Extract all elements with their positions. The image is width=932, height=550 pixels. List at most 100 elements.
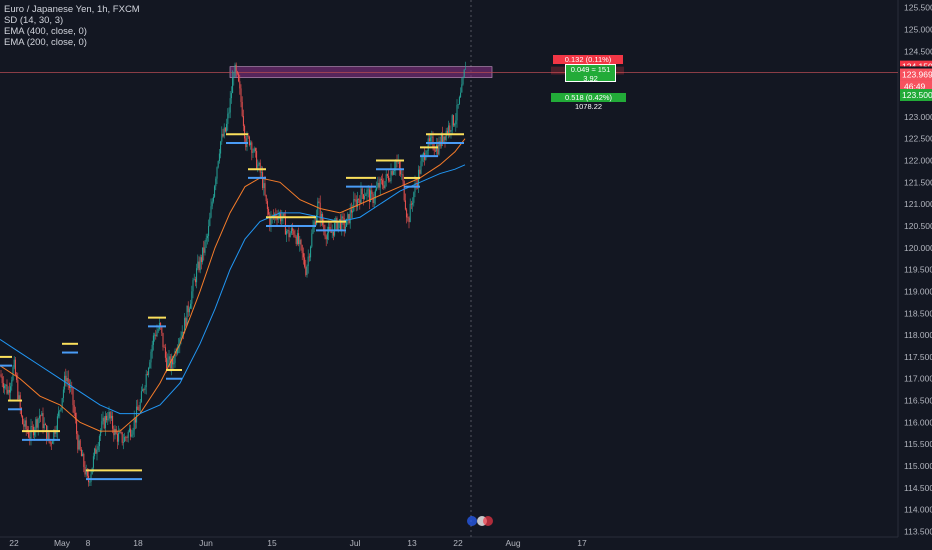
y-tick-label: 119.500 — [904, 265, 932, 275]
candle-body — [444, 136, 446, 140]
candle-body — [19, 395, 21, 409]
candle-body — [143, 389, 145, 391]
candle-body — [132, 430, 134, 435]
candle-body — [352, 211, 354, 213]
candle-body — [46, 425, 48, 441]
candle-body — [202, 247, 204, 263]
candle-body — [406, 209, 408, 218]
candle-body — [412, 202, 414, 205]
candle-body — [214, 186, 216, 197]
candle-body — [376, 187, 378, 191]
candle-body — [452, 115, 454, 126]
candle-body — [289, 233, 291, 238]
candle-body — [294, 234, 296, 237]
candle-body — [266, 201, 268, 210]
candle-body — [448, 125, 450, 134]
candle-body — [36, 419, 38, 428]
indicator-sd[interactable]: SD (14, 30, 3) — [4, 15, 64, 26]
candle-body — [97, 446, 99, 450]
target-label[interactable]: 0.132 (0.11%) 980.07 — [553, 55, 623, 73]
candle-body — [154, 334, 156, 336]
candle-body — [197, 261, 199, 269]
candle-body — [43, 424, 45, 429]
candle-body — [464, 68, 466, 70]
position-center-label[interactable]: 0.049 ≈ 151 3.92 — [565, 64, 616, 83]
candle-body — [104, 415, 106, 429]
candle-body — [416, 183, 418, 187]
entry-price-tag: 123.969 — [902, 70, 932, 80]
candle-body — [354, 199, 356, 200]
candle-body — [206, 235, 208, 239]
candle-body — [218, 153, 220, 162]
candle-body — [382, 180, 384, 186]
candle-body — [163, 347, 165, 348]
candle-body — [286, 231, 288, 235]
candle-body — [146, 373, 148, 375]
event-icon — [483, 516, 493, 526]
y-tick-label: 115.500 — [904, 439, 932, 449]
candle-body — [330, 229, 332, 233]
candle-body — [329, 227, 331, 230]
candle-body — [373, 198, 375, 204]
candle-body — [0, 374, 2, 377]
candle-body — [134, 418, 136, 423]
candle-body — [426, 150, 428, 156]
indicator-ema200[interactable]: EMA (200, close, 0) — [4, 37, 87, 48]
candle-body — [80, 449, 82, 457]
candle-body — [23, 424, 25, 427]
candle-body — [292, 228, 294, 231]
candle-body — [14, 359, 16, 375]
stop-label[interactable]: 0.518 (0.42%) 1078.22 — [551, 93, 626, 111]
candle-body — [226, 123, 228, 132]
x-tick-label: Jul — [350, 538, 361, 548]
candle-body — [73, 405, 75, 413]
candle-body — [120, 431, 122, 433]
candle-body — [204, 241, 206, 253]
candle-body — [228, 112, 230, 114]
candle-body — [252, 151, 254, 153]
candle-body — [367, 189, 369, 191]
candle-body — [403, 181, 405, 201]
candle-body — [410, 203, 412, 205]
candle-body — [296, 233, 298, 244]
candle-body — [233, 76, 235, 78]
candle-body — [347, 214, 349, 219]
candle-body — [149, 362, 151, 369]
candle-body — [70, 386, 72, 389]
symbol-title[interactable]: Euro / Japanese Yen, 1h, FXCM — [4, 4, 140, 15]
candle-body — [150, 351, 152, 363]
candle-body — [349, 209, 351, 224]
candle-body — [307, 256, 309, 267]
candle-body — [398, 161, 400, 169]
candle-body — [337, 221, 339, 230]
candle-body — [172, 358, 174, 365]
candle-body — [338, 219, 340, 222]
candle-body — [68, 382, 70, 389]
candle-body — [281, 217, 283, 222]
candle-body — [136, 406, 138, 423]
candle-body — [121, 432, 123, 443]
candle-body — [461, 84, 463, 93]
candle-body — [181, 331, 183, 337]
candle-body — [259, 162, 261, 173]
candle-body — [250, 142, 252, 146]
candle-body — [210, 206, 212, 218]
candle-body — [50, 443, 52, 445]
candle-body — [312, 227, 314, 234]
candle-body — [234, 64, 236, 77]
candle-body — [103, 417, 105, 429]
candle-body — [164, 347, 166, 358]
candle-body — [413, 192, 415, 203]
candle-body — [422, 153, 424, 157]
x-tick-label: 17 — [577, 538, 587, 548]
candle-body — [192, 280, 194, 292]
candle-body — [84, 466, 86, 475]
candle-body — [188, 308, 190, 313]
candle-body — [386, 174, 388, 176]
candle-body — [125, 437, 127, 438]
indicator-ema400[interactable]: EMA (400, close, 0) — [4, 26, 87, 37]
y-tick-label: 121.500 — [904, 177, 932, 187]
candle-body — [253, 148, 255, 152]
candle-body — [264, 183, 266, 195]
